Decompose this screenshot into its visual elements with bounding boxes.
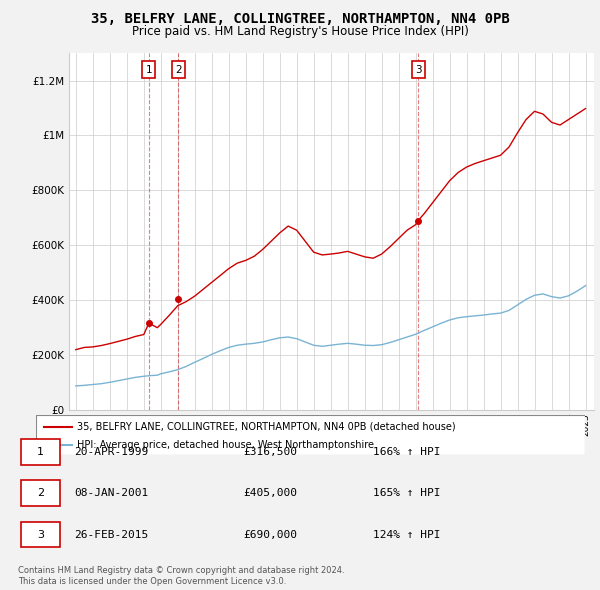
Text: £405,000: £405,000	[244, 489, 298, 498]
Text: This data is licensed under the Open Government Licence v3.0.: This data is licensed under the Open Gov…	[18, 577, 286, 586]
Text: 2: 2	[37, 489, 44, 498]
Text: 166% ↑ HPI: 166% ↑ HPI	[373, 447, 441, 457]
Text: 3: 3	[415, 64, 421, 74]
Text: 35, BELFRY LANE, COLLINGTREE, NORTHAMPTON, NN4 0PB: 35, BELFRY LANE, COLLINGTREE, NORTHAMPTO…	[91, 12, 509, 26]
Text: 26-FEB-2015: 26-FEB-2015	[74, 530, 149, 539]
Bar	[21, 522, 61, 548]
Text: 2: 2	[175, 64, 182, 74]
Text: 124% ↑ HPI: 124% ↑ HPI	[373, 530, 441, 539]
Bar	[21, 439, 61, 465]
Text: 35, BELFRY LANE, COLLINGTREE, NORTHAMPTON, NN4 0PB (detached house): 35, BELFRY LANE, COLLINGTREE, NORTHAMPTO…	[77, 422, 456, 432]
Text: £690,000: £690,000	[244, 530, 298, 539]
Text: 1: 1	[146, 64, 152, 74]
Text: 165% ↑ HPI: 165% ↑ HPI	[373, 489, 441, 498]
Text: £316,500: £316,500	[244, 447, 298, 457]
Text: Contains HM Land Registry data © Crown copyright and database right 2024.: Contains HM Land Registry data © Crown c…	[18, 566, 344, 575]
Bar	[21, 480, 61, 506]
Text: Price paid vs. HM Land Registry's House Price Index (HPI): Price paid vs. HM Land Registry's House …	[131, 25, 469, 38]
Text: 08-JAN-2001: 08-JAN-2001	[74, 489, 149, 498]
Text: HPI: Average price, detached house, West Northamptonshire: HPI: Average price, detached house, West…	[77, 441, 374, 450]
Text: 3: 3	[37, 530, 44, 539]
Text: 1: 1	[37, 447, 44, 457]
Text: 20-APR-1999: 20-APR-1999	[74, 447, 149, 457]
